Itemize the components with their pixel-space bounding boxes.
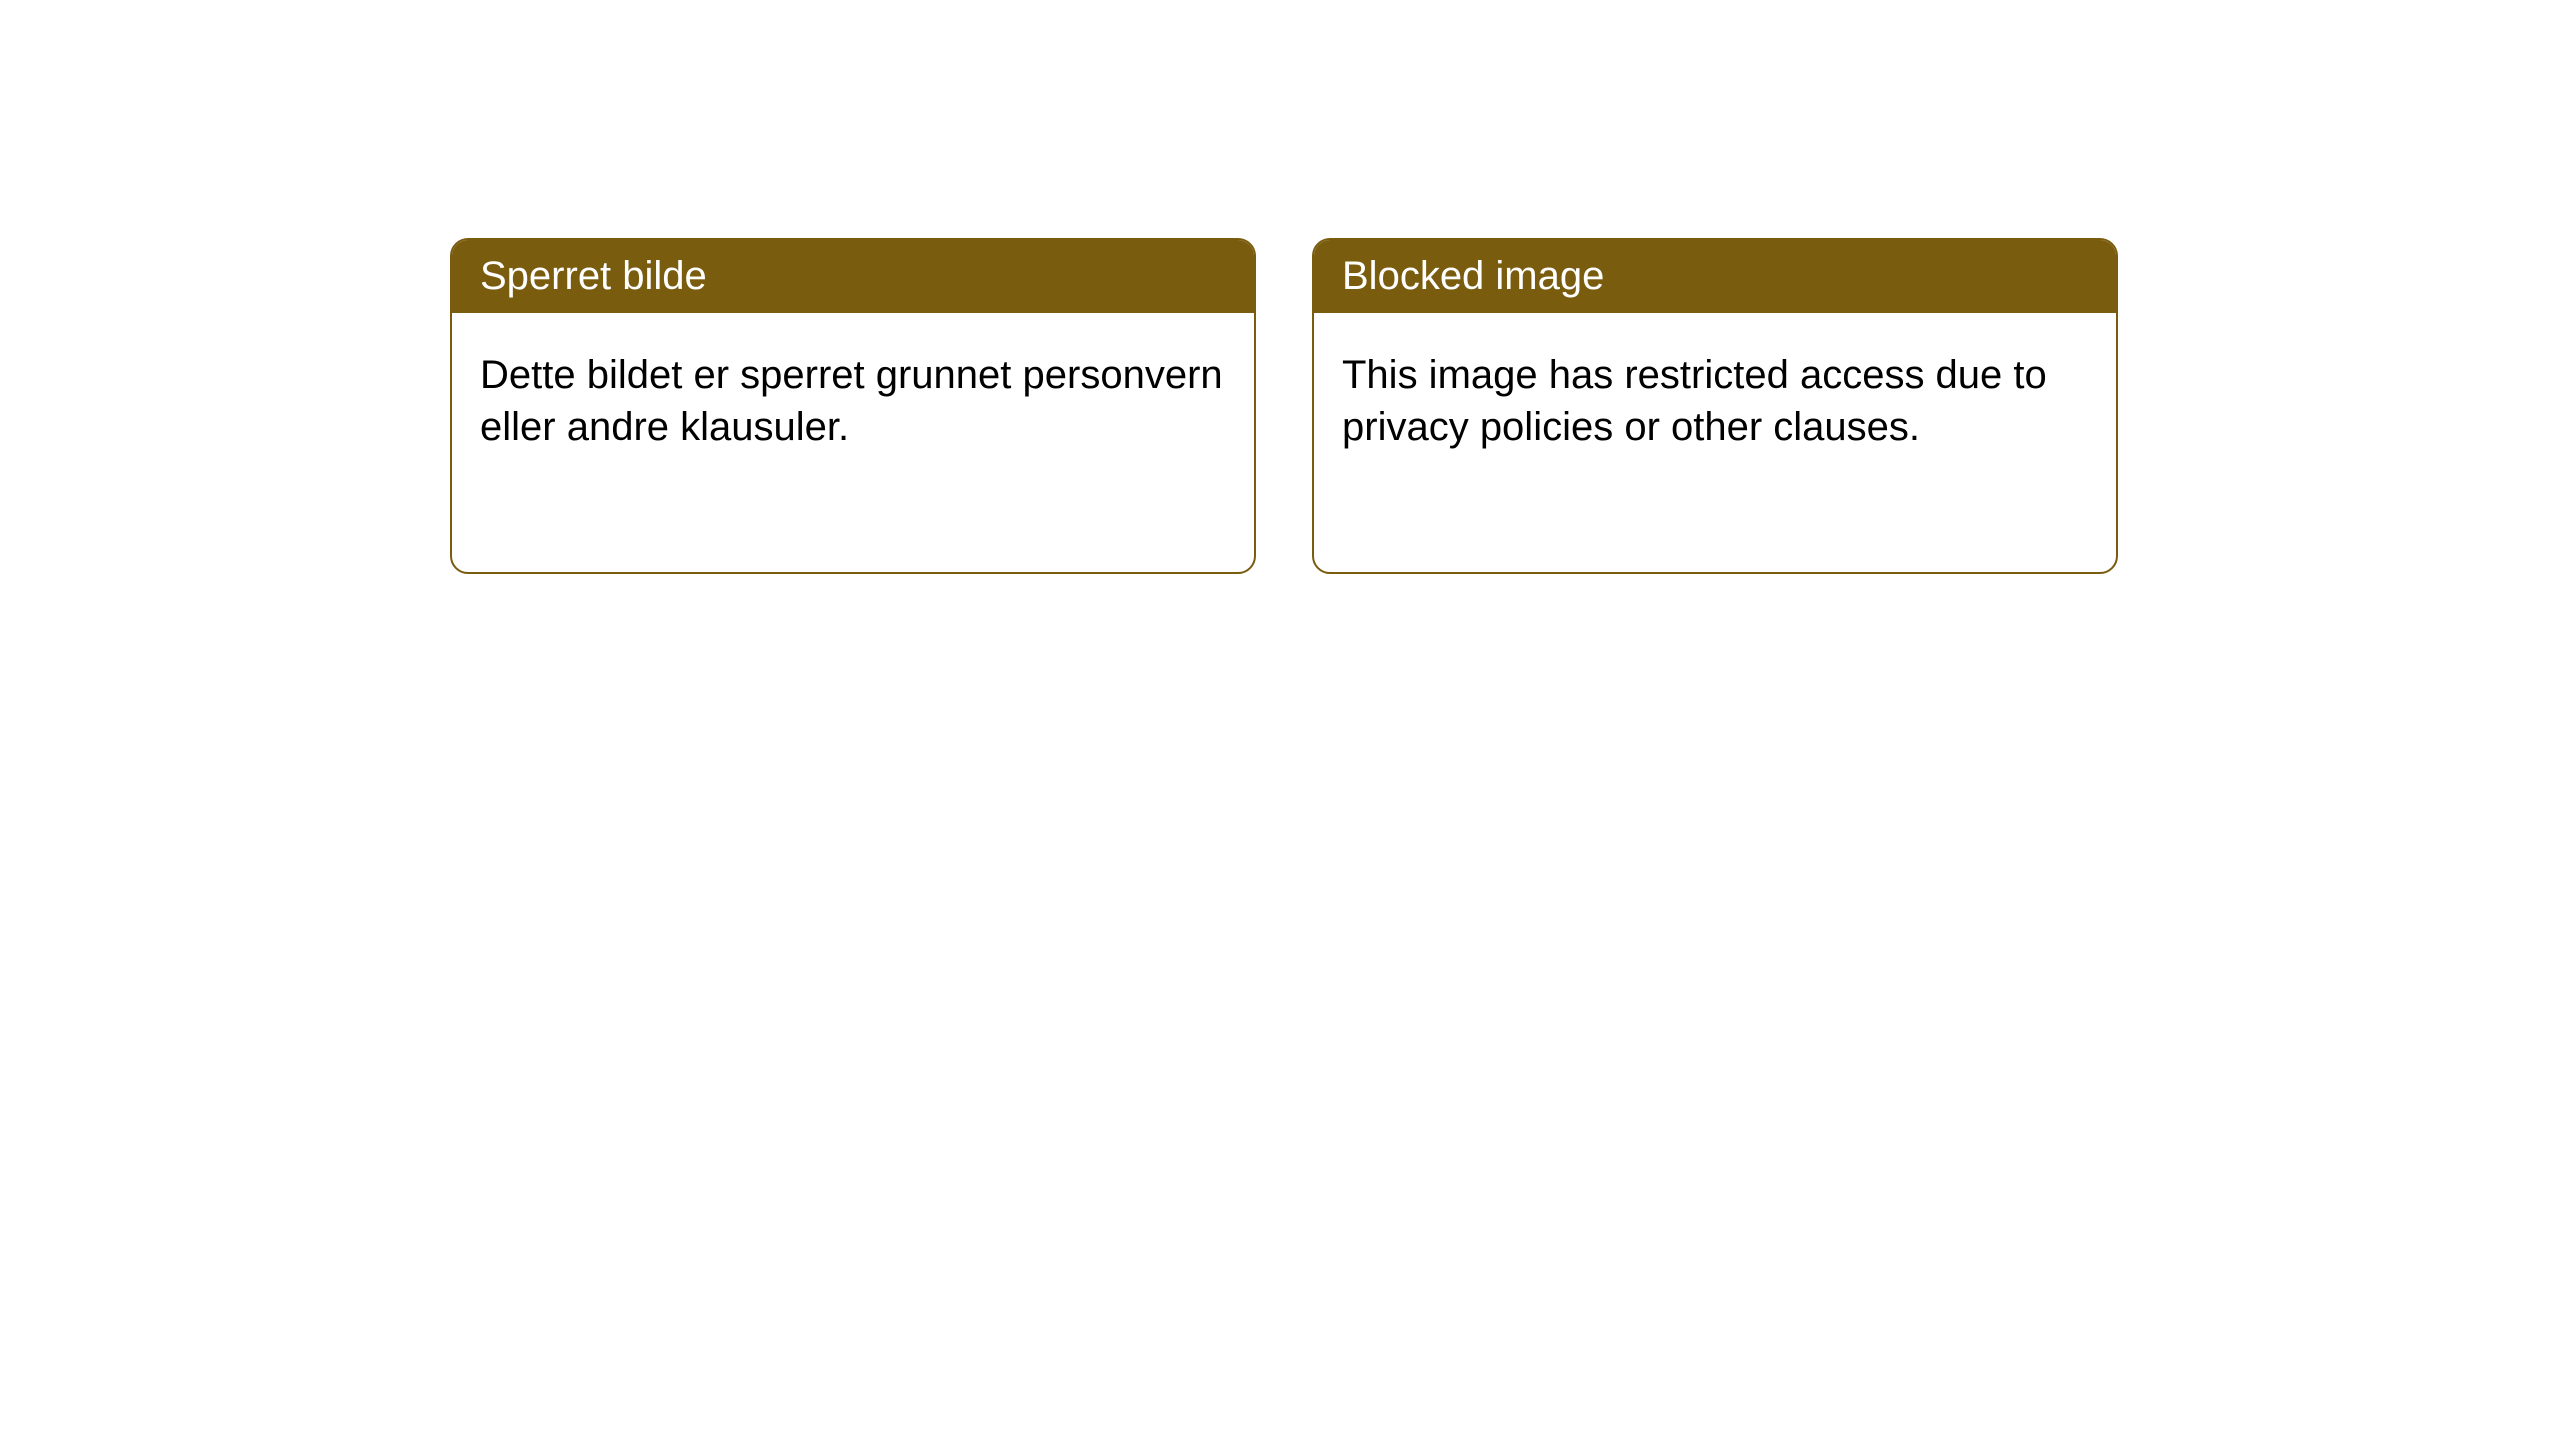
notice-header: Sperret bilde — [452, 240, 1254, 313]
notice-title: Blocked image — [1342, 254, 1604, 298]
notice-body-text: This image has restricted access due to … — [1342, 353, 2047, 449]
notice-card-norwegian: Sperret bilde Dette bildet er sperret gr… — [450, 238, 1256, 574]
notice-title: Sperret bilde — [480, 254, 707, 298]
notice-card-english: Blocked image This image has restricted … — [1312, 238, 2118, 574]
notice-container: Sperret bilde Dette bildet er sperret gr… — [450, 238, 2118, 574]
notice-header: Blocked image — [1314, 240, 2116, 313]
notice-body-text: Dette bildet er sperret grunnet personve… — [480, 353, 1223, 449]
notice-body: This image has restricted access due to … — [1314, 313, 2116, 489]
notice-body: Dette bildet er sperret grunnet personve… — [452, 313, 1254, 489]
